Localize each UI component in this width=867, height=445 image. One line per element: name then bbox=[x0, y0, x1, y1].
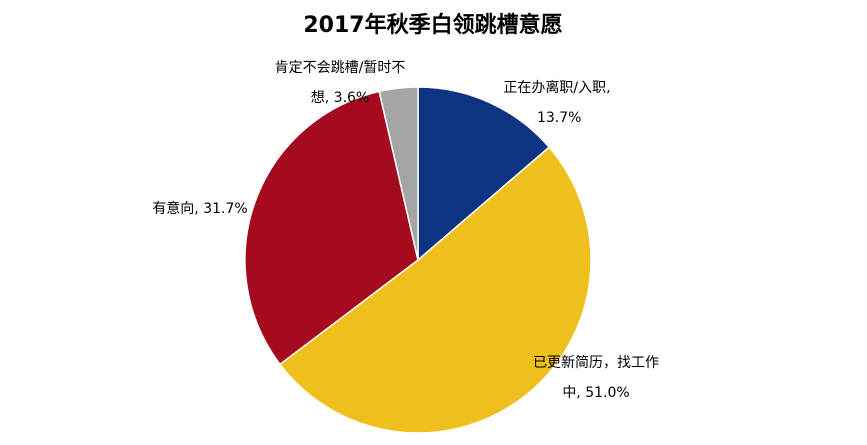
pie-slice bbox=[417, 86, 551, 262]
data-label: 已更新简历，找工作中, 51.0% bbox=[533, 354, 659, 401]
pie-slice bbox=[378, 86, 419, 261]
data-label: 正在办离职/入职, 13.7% bbox=[503, 79, 610, 126]
data-label: 有意向, 31.7% bbox=[152, 200, 247, 217]
pie-slice bbox=[278, 146, 592, 434]
data-label: 肯定不会跳槽/暂时不想, 3.6% bbox=[275, 60, 406, 106]
chart-title: 2017年秋季白领跳槽意愿 bbox=[303, 12, 562, 38]
pie-slice bbox=[244, 90, 419, 366]
